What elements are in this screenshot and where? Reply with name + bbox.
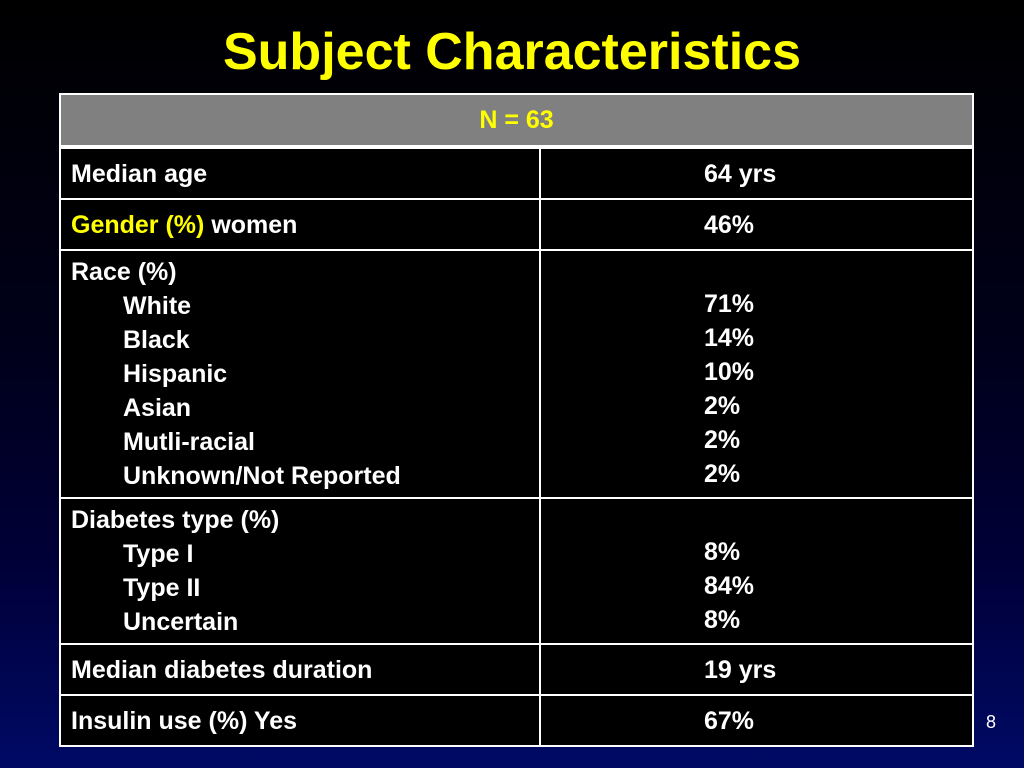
insulin-label: Insulin use (%) Yes xyxy=(59,694,541,747)
race-item-label: White xyxy=(123,292,192,320)
diabetes-type-item-label: Type I xyxy=(123,540,194,568)
diabetes-type-item-value: 8% xyxy=(704,606,741,634)
race-item-label: Unknown/Not Reported xyxy=(123,462,401,490)
diabetes-type-values: 8% 84% 8% xyxy=(539,497,974,645)
diabetes-duration-value: 19 yrs xyxy=(539,643,974,696)
race-heading: Race (%) xyxy=(71,258,177,286)
diabetes-type-heading: Diabetes type (%) xyxy=(71,506,280,534)
median-age-label: Median age xyxy=(59,146,541,200)
table-row-diabetes-duration: Median diabetes duration 19 yrs xyxy=(59,643,974,696)
race-labels: Race (%) White Black Hispanic Asian Mutl… xyxy=(59,249,541,499)
table-row-diabetes-type: Diabetes type (%) Type I Type II Uncerta… xyxy=(59,497,974,645)
insulin-value: 67% xyxy=(539,694,974,747)
median-age-value: 64 yrs xyxy=(539,146,974,200)
slide-title: Subject Characteristics xyxy=(222,23,802,81)
page-number: 8 xyxy=(985,712,996,732)
sample-size-header: N = 63 xyxy=(59,93,974,149)
gender-label: Gender (%) women xyxy=(59,198,541,251)
race-item-value: 14% xyxy=(704,324,755,352)
race-item-label: Black xyxy=(123,326,190,354)
race-item-value: 71% xyxy=(704,290,755,318)
diabetes-type-item-label: Uncertain xyxy=(123,608,239,636)
race-item-value: 2% xyxy=(704,460,741,488)
race-item-label: Asian xyxy=(123,394,192,422)
gender-label-suffix: women xyxy=(211,210,298,239)
table-row-gender: Gender (%) women 46% xyxy=(59,198,974,251)
diabetes-type-item-value: 84% xyxy=(704,572,755,600)
table-row-insulin: Insulin use (%) Yes 67% xyxy=(59,694,974,747)
race-item-label: Hispanic xyxy=(123,360,228,388)
race-item-value: 10% xyxy=(704,358,755,386)
race-item-value: 2% xyxy=(704,426,741,454)
table-header-row: N = 63 xyxy=(59,93,974,149)
table-row-race: Race (%) White Black Hispanic Asian Mutl… xyxy=(59,249,974,499)
characteristics-table: N = 63 Median age 64 yrs Gender (%) wome… xyxy=(59,93,974,747)
race-item-label: Mutli-racial xyxy=(123,428,255,456)
race-values: 71% 14% 10% 2% 2% 2% xyxy=(539,249,974,499)
race-item-value: 2% xyxy=(704,392,741,420)
diabetes-type-labels: Diabetes type (%) Type I Type II Uncerta… xyxy=(59,497,541,645)
gender-value: 46% xyxy=(539,198,974,251)
table-row-median-age: Median age 64 yrs xyxy=(59,146,974,200)
diabetes-type-item-label: Type II xyxy=(123,574,201,602)
diabetes-duration-label: Median diabetes duration xyxy=(59,643,541,696)
diabetes-type-item-value: 8% xyxy=(704,538,741,566)
gender-label-prefix: Gender (%) xyxy=(71,210,205,239)
